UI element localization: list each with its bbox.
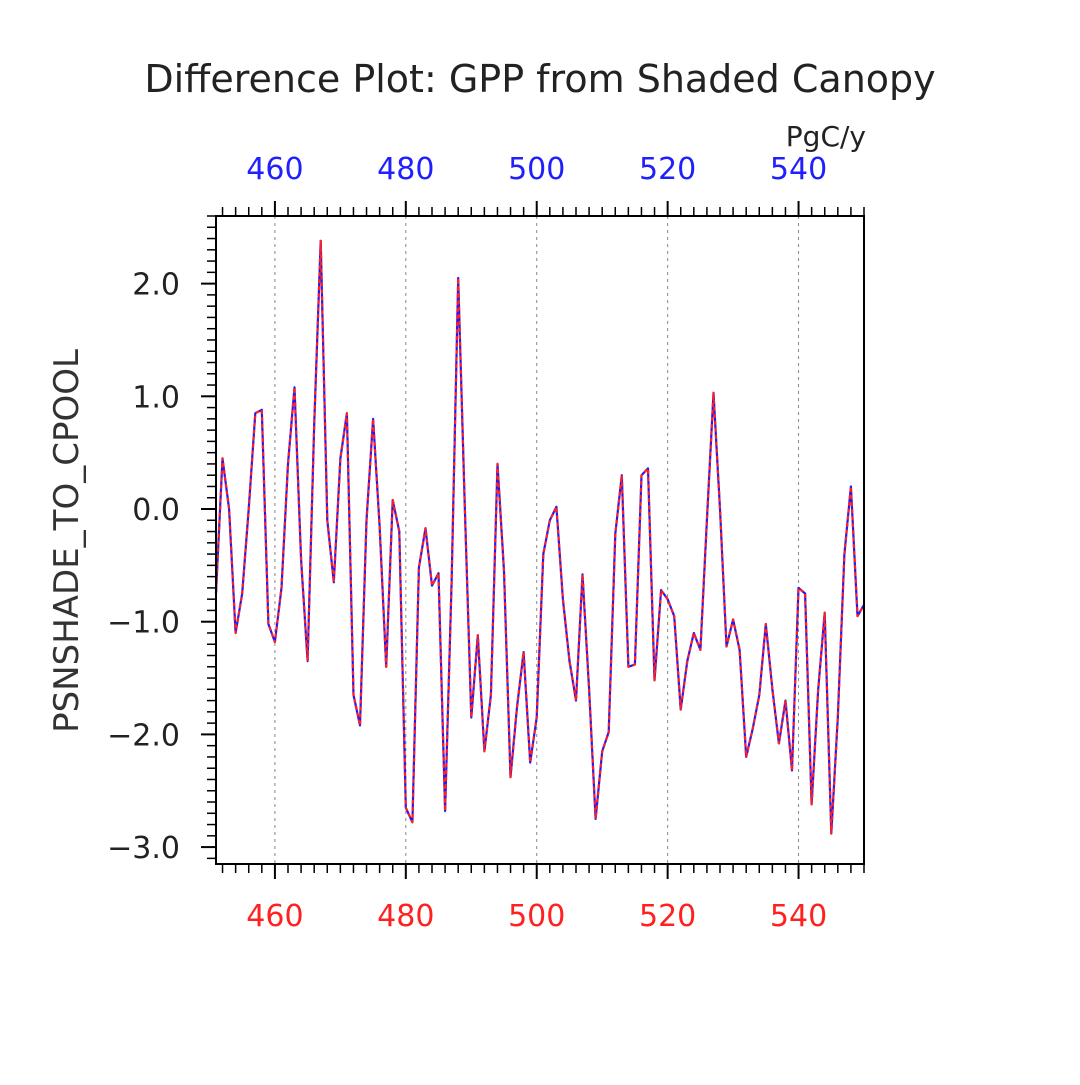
chart-title: Difference Plot: GPP from Shaded Canopy [144, 57, 935, 101]
x-tick-label-bottom: 500 [508, 899, 565, 934]
x-tick-label-top: 480 [377, 152, 434, 187]
x-tick-label-bottom: 480 [377, 899, 434, 934]
x-tick-label-top: 460 [246, 152, 303, 187]
axes: 460 460 480 480 500 500 520 520 540 540 −3.0 −2.0 −1… [107, 152, 865, 934]
x-tick-label-bottom: 520 [639, 899, 696, 934]
series-line-dashed [214, 239, 865, 835]
y-tick-label: −1.0 [107, 606, 180, 641]
x-tick-label-top: 540 [770, 152, 827, 187]
x-tick-label-top: 520 [639, 152, 696, 187]
grid-lines [274, 216, 800, 864]
y-tick-label: 1.0 [132, 380, 180, 415]
x-tick-label-top: 500 [508, 152, 565, 187]
x-tick-label-bottom: 540 [770, 899, 827, 934]
x-tick-label-bottom: 460 [246, 899, 303, 934]
units-label: PgC/y [786, 120, 866, 153]
plot-frame [215, 215, 865, 865]
y-axis-label: PSNSHADE_TO_CPOOL [47, 349, 87, 733]
y-tick-label: −2.0 [107, 718, 180, 753]
y-tick-label: 2.0 [132, 268, 180, 303]
series-layer [214, 239, 865, 835]
y-tick-label: 0.0 [132, 493, 180, 528]
y-tick-label: −3.0 [107, 831, 180, 866]
